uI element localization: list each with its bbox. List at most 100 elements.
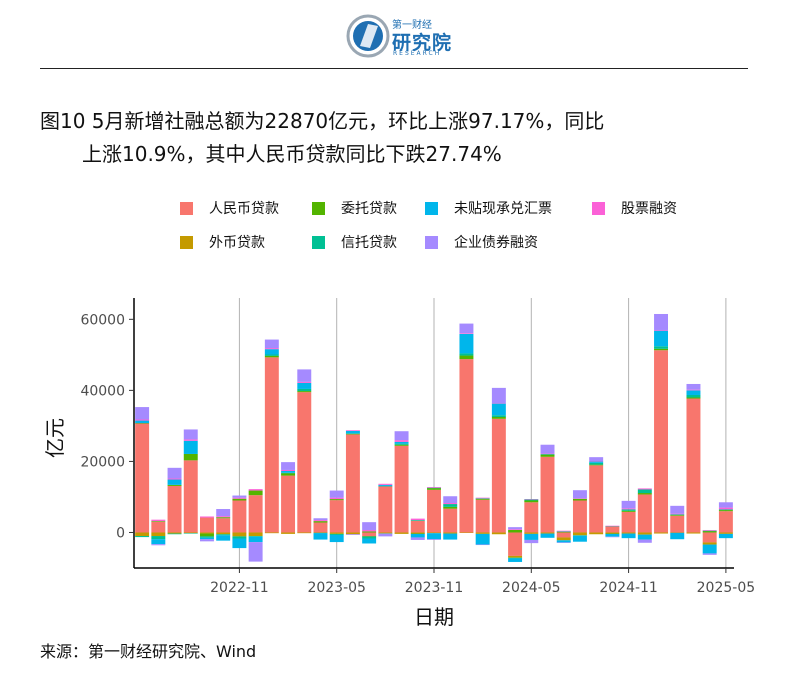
- bar-segment: [410, 518, 425, 521]
- bar-segment: [345, 433, 360, 434]
- bar-segment: [394, 443, 409, 445]
- figure-title-line1: 图10 5月新增社融总额为22870亿元，环比上涨97.17%，同比: [40, 109, 605, 133]
- bar-segment: [654, 348, 668, 351]
- bar-segment: [216, 517, 231, 519]
- bar-segment: [264, 354, 279, 356]
- bar-segment: [264, 532, 279, 534]
- bar-segment: [621, 510, 636, 512]
- bar-segment: [508, 527, 523, 530]
- bar-segment: [556, 530, 571, 532]
- bar-segment: [605, 533, 620, 535]
- bar-segment: [410, 520, 425, 533]
- bar-segment: [475, 497, 490, 499]
- bar-segment: [524, 499, 539, 501]
- bar-segment: [459, 333, 474, 354]
- legend-item-corporate-bonds: 企业债券融资: [425, 232, 538, 252]
- bar-segment: [702, 542, 717, 545]
- legend-label: 外币贷款: [209, 235, 265, 251]
- bar-segment: [637, 539, 652, 543]
- bar-segment: [702, 531, 717, 533]
- y-tick-label: 60000: [80, 312, 125, 328]
- bar-segment: [394, 441, 409, 444]
- bar-segment: [216, 516, 231, 518]
- bar-segment: [443, 502, 458, 505]
- bar-segment: [200, 532, 214, 534]
- bar-segment: [135, 536, 150, 538]
- bar-segment: [491, 387, 506, 404]
- bar-segment: [459, 359, 474, 533]
- bar-segment: [459, 355, 474, 360]
- x-tick-label: 2024-11: [599, 580, 658, 596]
- bar-segment: [329, 533, 344, 535]
- bar-segment: [297, 382, 312, 389]
- bar-segment: [329, 532, 344, 534]
- bar-segment: [345, 434, 360, 533]
- bar-segment: [297, 369, 312, 382]
- bar-segment: [670, 515, 685, 516]
- legend-label: 股票融资: [621, 201, 677, 217]
- bar-segment: [572, 535, 587, 542]
- bar-segment: [508, 555, 523, 558]
- bar-segment: [427, 487, 441, 489]
- bar-segment: [475, 499, 490, 533]
- bar-segment: [540, 533, 555, 538]
- y-tick-label: 20000: [80, 454, 125, 470]
- bar-segment: [378, 483, 393, 485]
- bar-segment: [556, 531, 571, 532]
- bar-segment: [459, 532, 474, 533]
- legend-label: 未贴现承兑汇票: [454, 201, 552, 217]
- bar-segment: [264, 355, 279, 358]
- bar-segment: [216, 534, 231, 536]
- bar-segment: [556, 531, 571, 533]
- bar-segment: [151, 521, 166, 522]
- bar-segment: [654, 532, 668, 534]
- bar-segment: [313, 518, 328, 521]
- bar-segment: [427, 489, 441, 533]
- bar-segment: [572, 498, 587, 499]
- bar-segment: [297, 381, 312, 383]
- bar-segment: [670, 532, 685, 540]
- bar-segment: [378, 532, 393, 534]
- bar-segment: [410, 532, 425, 534]
- bar-segment: [427, 539, 441, 540]
- legend-swatch: [312, 201, 325, 215]
- figure-title: 图10 5月新增社融总额为22870亿元，环比上涨97.17%，同比 上涨10.…: [40, 105, 760, 171]
- bar-segment: [605, 536, 620, 538]
- bar-segment: [491, 403, 506, 404]
- bar-segment: [459, 323, 474, 334]
- legend-item-undiscounted-bills: 未贴现承兑汇票: [425, 198, 552, 218]
- bar-segment: [394, 445, 409, 533]
- bar-segment: [427, 487, 441, 488]
- bar-segment: [200, 533, 214, 537]
- bar-segment: [572, 500, 587, 533]
- bar-segment: [605, 532, 620, 534]
- logo-icon: [346, 14, 390, 58]
- bar-segment: [378, 484, 393, 486]
- bar-segment: [281, 472, 296, 474]
- bar-segment: [443, 496, 458, 503]
- header-divider: [40, 68, 748, 69]
- bar-segment: [491, 532, 506, 535]
- bar-segment: [248, 542, 263, 562]
- logo-title: 研究院: [392, 32, 453, 54]
- bar-segment: [345, 532, 360, 535]
- bar-segment: [589, 457, 604, 462]
- legend-swatch: [312, 235, 325, 249]
- bar-segment: [378, 533, 393, 534]
- bar-segment: [718, 509, 733, 511]
- legend-swatch: [180, 201, 193, 215]
- bar-segment: [345, 433, 360, 435]
- bar-segment: [654, 346, 668, 349]
- bar-segment: [621, 509, 636, 511]
- bar-segment: [670, 513, 685, 515]
- bar-segment: [475, 533, 490, 545]
- bar-segment: [702, 530, 717, 532]
- bar-segment: [248, 489, 263, 491]
- bar-segment: [605, 533, 620, 537]
- bar-segment: [475, 498, 490, 499]
- bar-segment: [443, 533, 458, 540]
- bar-segment: [556, 537, 571, 541]
- bar-segment: [329, 499, 344, 501]
- bar-segment: [281, 471, 296, 473]
- bar-segment: [621, 511, 636, 533]
